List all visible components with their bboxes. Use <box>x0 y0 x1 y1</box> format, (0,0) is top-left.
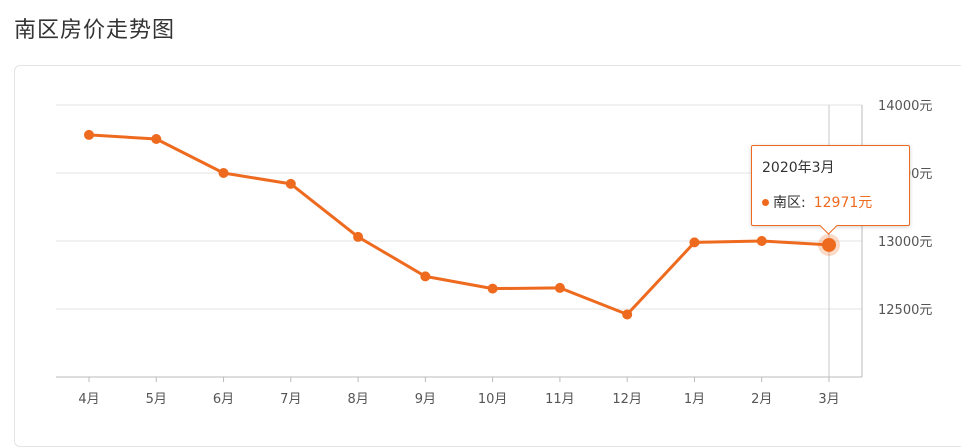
axes <box>56 105 863 382</box>
y-tick-label: 13000元 <box>878 235 932 250</box>
data-point <box>151 134 162 144</box>
data-point <box>622 309 633 320</box>
tooltip-row: 南区: 12971元 <box>762 192 872 212</box>
x-tick-label: 5月 <box>146 392 167 407</box>
page-title: 南区房价走势图 <box>14 18 176 43</box>
series-line <box>88 133 830 316</box>
x-tick-label: 7月 <box>280 392 301 407</box>
data-point <box>554 282 565 293</box>
x-tick-labels: 4月 5月 6月 7月 8月 9月 10月 11月 12月 1月 2月 3月 <box>78 392 839 407</box>
data-point <box>756 236 767 246</box>
series-nanqu <box>88 133 830 316</box>
x-tick-label: 2月 <box>751 392 772 407</box>
y-tick-label: 12500元 <box>878 303 932 318</box>
y-tick-label: 14000元 <box>878 99 932 114</box>
series-dot-icon <box>762 198 769 206</box>
x-tick-label: 11月 <box>545 392 575 407</box>
chart-card <box>14 65 961 447</box>
data-point <box>285 178 296 189</box>
data-point <box>218 168 229 178</box>
data-point <box>353 231 364 242</box>
x-tick-label: 9月 <box>415 392 436 407</box>
x-tick-label: 3月 <box>818 392 839 407</box>
tooltip-series-label: 南区: <box>773 195 806 211</box>
x-tick-label: 6月 <box>213 392 234 407</box>
x-tick-label: 4月 <box>78 392 99 407</box>
data-point <box>487 283 498 294</box>
data-point <box>420 271 431 282</box>
x-tick-label: 10月 <box>478 392 508 407</box>
price-trend-chart[interactable]: 4月 5月 6月 7月 8月 9月 10月 11月 12月 1月 2月 3月 12500元 13000元… <box>0 0 961 427</box>
grid-lines <box>56 104 862 310</box>
data-point <box>689 237 700 248</box>
x-tick-label: 8月 <box>347 392 368 407</box>
x-tick-label: 1月 <box>684 392 705 407</box>
tooltip-title: 2020年3月 <box>762 160 835 176</box>
tooltip-value: 12971元 <box>813 195 873 211</box>
data-point <box>84 129 94 140</box>
highlight-point <box>822 237 836 252</box>
data-tooltip: 2020年3月 南区: 12971元 <box>751 145 910 235</box>
data-points <box>84 129 840 320</box>
x-tick-label: 12月 <box>612 392 642 407</box>
